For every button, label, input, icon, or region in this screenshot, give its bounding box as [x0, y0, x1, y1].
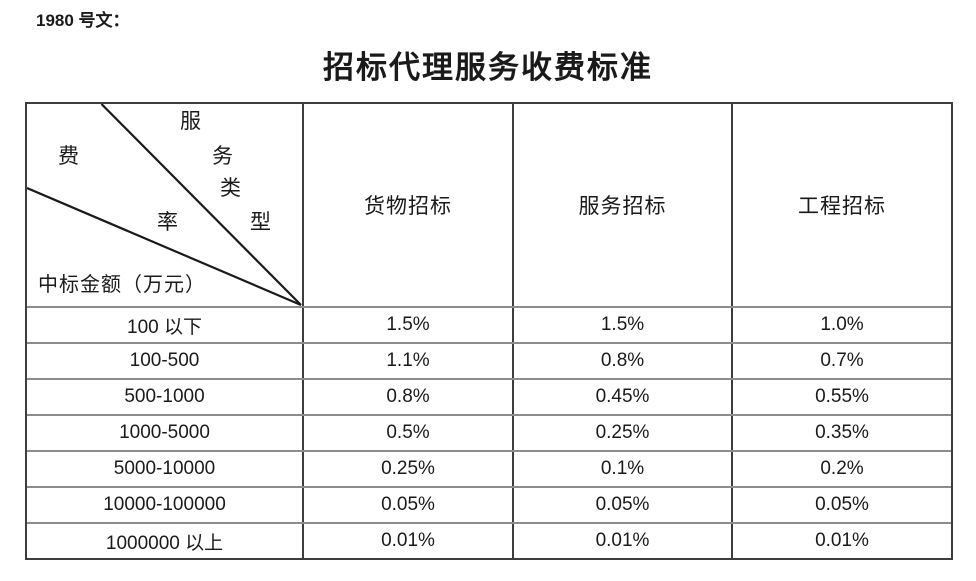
- row-axis-label: 中标金额（万元）: [38, 274, 206, 296]
- diagonal-divider-lines: [27, 104, 302, 306]
- table-row: 500-1000 0.8% 0.45% 0.55%: [27, 378, 951, 414]
- fee-rate-cell: 0.8%: [304, 380, 514, 414]
- corner-label-type-char-2: 务: [212, 144, 233, 168]
- amount-range-cell: 500-1000: [27, 380, 304, 414]
- fee-rate-cell: 0.05%: [815, 494, 869, 515]
- fee-rate-cell: 1.1%: [304, 344, 514, 378]
- fee-rate-cell: 1.0%: [820, 314, 864, 335]
- fee-rate-cell: 0.55%: [815, 386, 869, 407]
- table-row: 1000-5000 0.5% 0.25% 0.35%: [27, 414, 951, 450]
- fee-rate-cell: 0.01%: [815, 530, 869, 551]
- fee-rate-cell: 1.5%: [304, 308, 514, 342]
- amount-range-cell: 1000-5000: [27, 416, 304, 450]
- corner-label-fee-char-2: 率: [157, 210, 178, 234]
- fee-rate-cell: 0.35%: [815, 422, 869, 443]
- table-corner-cell: 费 率 服 务 类 型 中标金额（万元）: [27, 104, 304, 306]
- table-header-row: 费 率 服 务 类 型 中标金额（万元） 货物招标 服务招标 工程招标: [27, 104, 951, 306]
- corner-label-type-char-1: 服: [180, 109, 201, 133]
- corner-label-type-char-3: 类: [220, 176, 241, 200]
- table-row: 1000000 以上 0.01% 0.01% 0.01%: [27, 522, 951, 558]
- table-row: 10000-100000 0.05% 0.05% 0.05%: [27, 486, 951, 522]
- fee-rate-cell: 0.01%: [304, 524, 514, 558]
- corner-label-fee-char-1: 费: [58, 144, 79, 168]
- amount-range-cell: 5000-10000: [27, 452, 304, 486]
- fee-standard-table: 费 率 服 务 类 型 中标金额（万元） 货物招标 服务招标 工程招标 100 …: [25, 102, 953, 560]
- fee-rate-cell: 0.2%: [820, 458, 864, 479]
- fee-rate-cell: 0.1%: [514, 452, 733, 486]
- amount-range-cell: 100 以下: [27, 308, 304, 342]
- amount-range-cell: 10000-100000: [27, 488, 304, 522]
- doc-ref-label: 1980 号文：: [36, 11, 130, 30]
- fee-rate-cell: 0.5%: [304, 416, 514, 450]
- table-body: 100 以下 1.5% 1.5% 1.0% 100-500 1.1% 0.8% 0.7% 500…: [27, 306, 951, 558]
- table-row: 100 以下 1.5% 1.5% 1.0%: [27, 306, 951, 342]
- fee-rate-cell: 0.25%: [514, 416, 733, 450]
- fee-rate-cell: 0.05%: [514, 488, 733, 522]
- fee-rate-cell: 0.7%: [820, 350, 864, 371]
- amount-range-cell: 100-500: [27, 344, 304, 378]
- column-header-service-bidding: 服务招标: [514, 104, 733, 306]
- fee-rate-cell: 0.8%: [514, 344, 733, 378]
- table-row: 5000-10000 0.25% 0.1% 0.2%: [27, 450, 951, 486]
- table-row: 100-500 1.1% 0.8% 0.7%: [27, 342, 951, 378]
- fee-rate-cell: 0.05%: [304, 488, 514, 522]
- corner-label-type-char-4: 型: [250, 210, 271, 234]
- column-header-works-bidding: 工程招标: [798, 194, 886, 218]
- fee-rate-cell: 1.5%: [514, 308, 733, 342]
- fee-rate-cell: 0.01%: [514, 524, 733, 558]
- page-title: 招标代理服务收费标准: [323, 50, 653, 85]
- fee-rate-cell: 0.45%: [514, 380, 733, 414]
- fee-rate-cell: 0.25%: [304, 452, 514, 486]
- amount-range-cell: 1000000 以上: [27, 524, 304, 558]
- column-header-goods-bidding: 货物招标: [304, 104, 514, 306]
